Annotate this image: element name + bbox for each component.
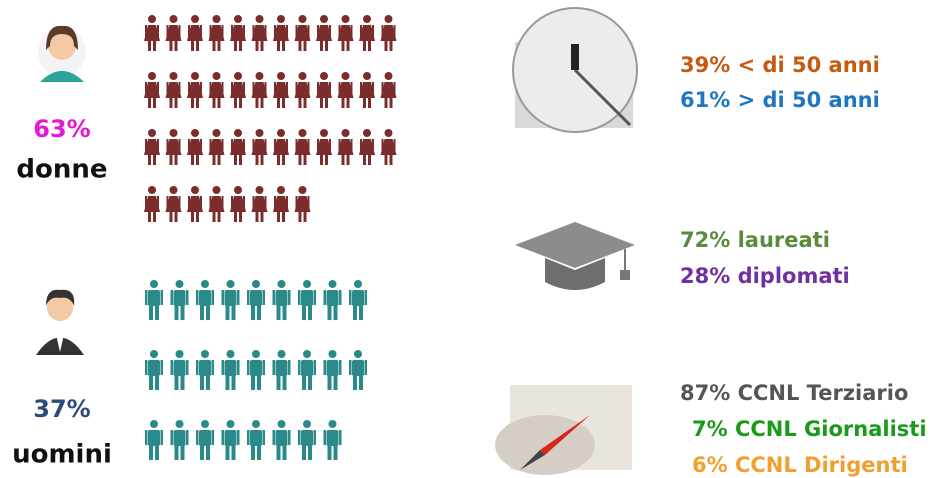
man-icon [171,350,189,390]
man-icon [298,420,316,460]
men-percent: 37% [33,395,90,423]
man-icon [171,280,189,320]
woman-icon [144,129,160,165]
woman-icon [338,129,354,165]
education-line: 72% laureati [680,228,830,252]
woman-icon [144,72,160,108]
woman-icon [273,72,289,108]
woman-icon [187,15,203,51]
age-line: 39% < di 50 anni [680,53,880,77]
woman-icon [166,72,182,108]
man-icon [145,350,163,390]
man-icon [273,420,291,460]
woman-icon [187,129,203,165]
man-icon [247,350,265,390]
woman-avatar [38,26,86,82]
woman-icon [252,72,268,108]
men-label: uomini [12,440,112,470]
woman-icon [316,129,332,165]
man-icon [298,350,316,390]
contract-line: 87% CCNL Terziario [680,381,908,405]
man-icon [349,280,367,320]
woman-icon [230,186,246,222]
man-icon [196,350,214,390]
woman-icon [166,15,182,51]
man-icon [324,280,342,320]
woman-icon [316,72,332,108]
contract-line: 6% CCNL Dirigenti [692,453,908,477]
woman-icon [295,186,311,222]
infographic: 63% donne 37% uomini 39% < di 50 anni 61… [0,0,940,478]
woman-icon [166,186,182,222]
woman-icon [273,186,289,222]
graduation-cap [515,222,635,290]
age-line: 61% > di 50 anni [680,88,880,112]
man-icon [273,350,291,390]
woman-icon [338,15,354,51]
woman-icon [252,15,268,51]
woman-icon [252,186,268,222]
man-icon [247,280,265,320]
woman-icon [381,15,397,51]
woman-icon [273,129,289,165]
women-label: donne [16,155,107,185]
compass-image [495,385,632,475]
woman-icon [273,15,289,51]
woman-icon [295,15,311,51]
woman-icon [187,72,203,108]
woman-icon [230,72,246,108]
woman-icon [295,72,311,108]
man-icon [298,280,316,320]
woman-icon [252,129,268,165]
woman-icon [381,129,397,165]
education-line: 28% diplomati [680,264,850,288]
woman-icon [359,72,375,108]
women-percent: 63% [33,115,90,143]
woman-icon [209,15,225,51]
woman-icon [230,15,246,51]
man-icon [171,420,189,460]
man-icon [196,420,214,460]
man-icon [222,280,240,320]
man-icon [145,280,163,320]
woman-icon [166,129,182,165]
woman-icon [144,186,160,222]
woman-icon [359,15,375,51]
man-icon [324,350,342,390]
woman-icon [295,129,311,165]
woman-icon [381,72,397,108]
man-icon [247,420,265,460]
contract-line: 7% CCNL Giornalisti [692,417,927,441]
woman-icon [230,129,246,165]
woman-icon [209,186,225,222]
woman-icon [187,186,203,222]
woman-icon [338,72,354,108]
man-icon [196,280,214,320]
man-icon [324,420,342,460]
man-icon [349,350,367,390]
man-avatar [36,290,84,355]
woman-icon [209,72,225,108]
man-icon [222,350,240,390]
woman-icon [316,15,332,51]
man-icon [273,280,291,320]
woman-icon [144,15,160,51]
clock-image [513,8,637,132]
man-icon [222,420,240,460]
man-icon [145,420,163,460]
woman-icon [209,129,225,165]
woman-icon [359,129,375,165]
